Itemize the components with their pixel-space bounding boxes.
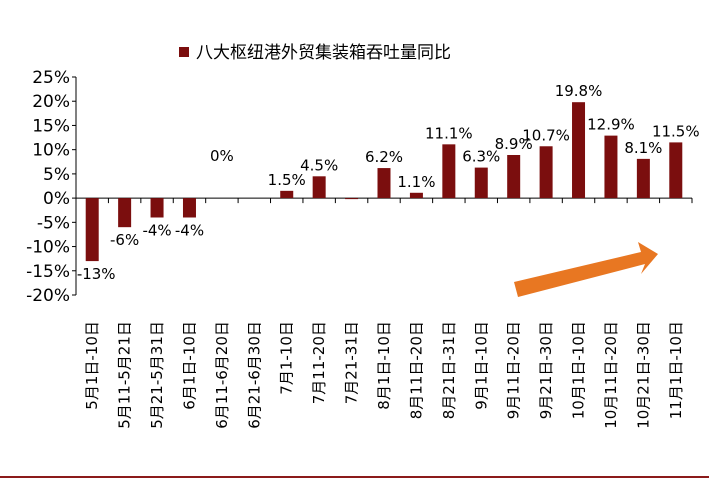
- x-category-label: 6月21-6月30日: [245, 321, 263, 429]
- data-labels: -13%-6%-4% -4%0%1.5%4.5% 6.2%1.1%11.1%6.3%…: [77, 82, 700, 283]
- x-category-label: 9月21日-30日: [537, 321, 555, 419]
- data-label: 6.3%: [462, 148, 500, 166]
- x-category-label: 5月21-5月31日: [148, 321, 166, 429]
- data-label: 6.2%: [365, 148, 403, 166]
- x-category-label: 7月1-10日: [278, 321, 296, 395]
- y-tick-label: -10%: [26, 238, 70, 258]
- bar: [604, 135, 618, 199]
- bottom-border: [0, 476, 709, 478]
- data-label: 8.1%: [624, 139, 662, 157]
- x-category-label: 11月1日-10日: [667, 321, 685, 419]
- y-tick-label: -15%: [26, 262, 70, 282]
- bar: [409, 192, 423, 199]
- x-category-label: 9月1日-10日: [472, 321, 490, 410]
- x-category-label: 10月21日-30日: [634, 321, 652, 429]
- x-category-label: 6月11-6月20日: [213, 321, 231, 429]
- data-label: 8.9%: [495, 135, 533, 153]
- data-label: -13%: [77, 265, 116, 283]
- bar: [669, 142, 683, 199]
- data-label: -4%: [142, 221, 171, 239]
- chart-title: 八大枢纽港外贸集装箱吞吐量同比: [196, 43, 451, 63]
- bar: [539, 146, 553, 199]
- y-tick-label: -5%: [37, 213, 70, 233]
- bar: [118, 198, 132, 228]
- x-category-label: 8月11日-20日: [407, 321, 425, 419]
- bar: [636, 158, 650, 199]
- x-category-label: 5月1日-10日: [83, 321, 101, 410]
- data-label: 1.1%: [397, 173, 435, 191]
- y-tick-label: -20%: [26, 286, 70, 306]
- data-label: 11.1%: [425, 124, 473, 142]
- bar: [150, 198, 164, 218]
- trend-arrow-icon: [514, 242, 658, 297]
- y-axis: 25% 20% 15% 10% 5% 0% -5% -10% -15% -20%: [26, 68, 77, 306]
- y-tick-label: 25%: [32, 68, 70, 88]
- data-label: 1.5%: [268, 171, 306, 189]
- data-label: -4%: [175, 221, 204, 239]
- x-category-label: 8月21日-31日: [440, 321, 458, 419]
- x-category-label: 7月11-20日: [310, 321, 328, 404]
- bar: [85, 198, 99, 262]
- x-category-label: 10月11日-20日: [602, 321, 620, 429]
- bar: [312, 176, 326, 199]
- y-tick-label: 20%: [32, 92, 70, 112]
- data-label: 12.9%: [587, 116, 635, 134]
- x-category-label: 5月11-5月21日: [116, 321, 134, 429]
- bar: [182, 198, 196, 218]
- x-category-label: 6月1日-10日: [180, 321, 198, 410]
- bar: [474, 167, 488, 199]
- bar: [280, 190, 294, 199]
- bar: [377, 168, 391, 199]
- bars: [75, 102, 693, 262]
- y-tick-label: 15%: [32, 116, 70, 136]
- bar: [442, 144, 456, 199]
- bar: [572, 102, 586, 199]
- y-tick-label: 0%: [43, 189, 70, 209]
- x-axis-labels: 5月1日-10日 5月11-5月21日 5月21-5月31日 6月1日-10日 6月11…: [83, 321, 685, 429]
- data-label: 19.8%: [555, 82, 603, 100]
- bar: [345, 198, 359, 200]
- x-category-label: 10月1日-10日: [570, 321, 588, 419]
- y-tick-label: 10%: [32, 141, 70, 161]
- data-label: 11.5%: [652, 122, 700, 140]
- data-label: 0%: [210, 147, 234, 165]
- data-label: 4.5%: [300, 156, 338, 174]
- data-label: 10.7%: [522, 126, 570, 144]
- chart-legend: 八大枢纽港外贸集装箱吞吐量同比: [179, 43, 451, 63]
- y-tick-label: 5%: [43, 165, 70, 185]
- x-category-label: 9月11日-20日: [505, 321, 523, 419]
- bar: [507, 154, 521, 199]
- trend-arrow-shape: [514, 242, 658, 297]
- legend-swatch: [179, 47, 189, 57]
- x-category-label: 8月1日-10日: [375, 321, 393, 410]
- x-category-label: 7月21-31日: [343, 321, 361, 404]
- data-label: -6%: [110, 231, 139, 249]
